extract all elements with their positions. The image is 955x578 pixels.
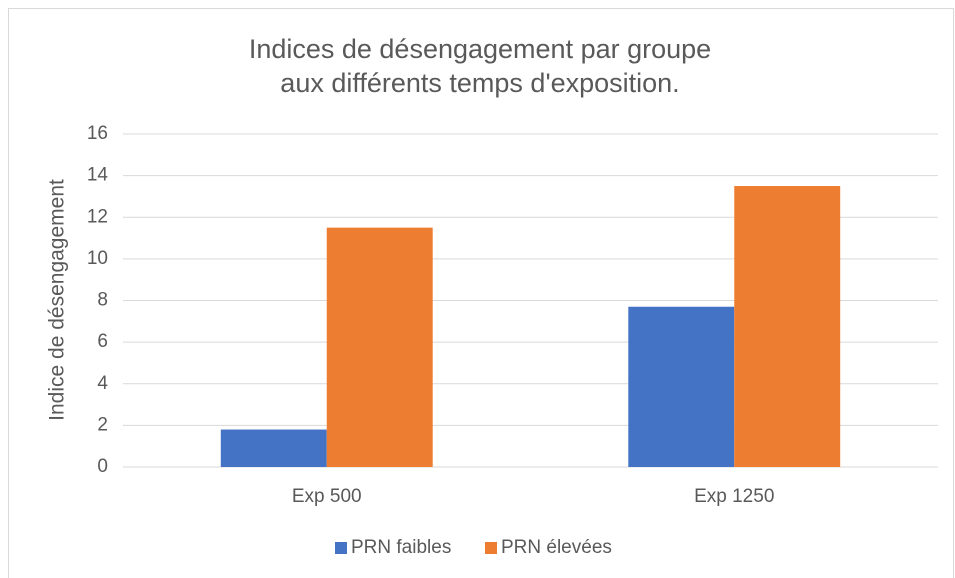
y-tick-label: 6	[97, 331, 108, 352]
y-tick-label: 14	[87, 165, 109, 186]
bar	[326, 227, 433, 467]
y-tick-label: 8	[97, 290, 108, 311]
legend-swatch	[485, 542, 497, 554]
y-tick-label: 16	[87, 123, 108, 144]
legend-label: PRN faibles	[351, 537, 451, 558]
chart-title: Indices de désengagement par groupe aux …	[248, 34, 712, 98]
x-tick-label: Exp 500	[292, 486, 362, 507]
bar	[628, 306, 735, 467]
y-tick-label: 10	[87, 248, 108, 269]
x-tick-label: Exp 1250	[694, 486, 774, 507]
legend-swatch	[335, 542, 347, 554]
bar	[734, 186, 841, 467]
y-tick-label: 2	[97, 414, 108, 435]
y-axis-label: Indice de désengagement	[46, 179, 69, 421]
y-tick-label: 4	[97, 373, 108, 394]
bar	[220, 429, 327, 467]
y-tick-label: 12	[87, 206, 108, 227]
legend-label: PRN élevées	[501, 537, 612, 558]
y-tick-label: 0	[97, 456, 108, 477]
